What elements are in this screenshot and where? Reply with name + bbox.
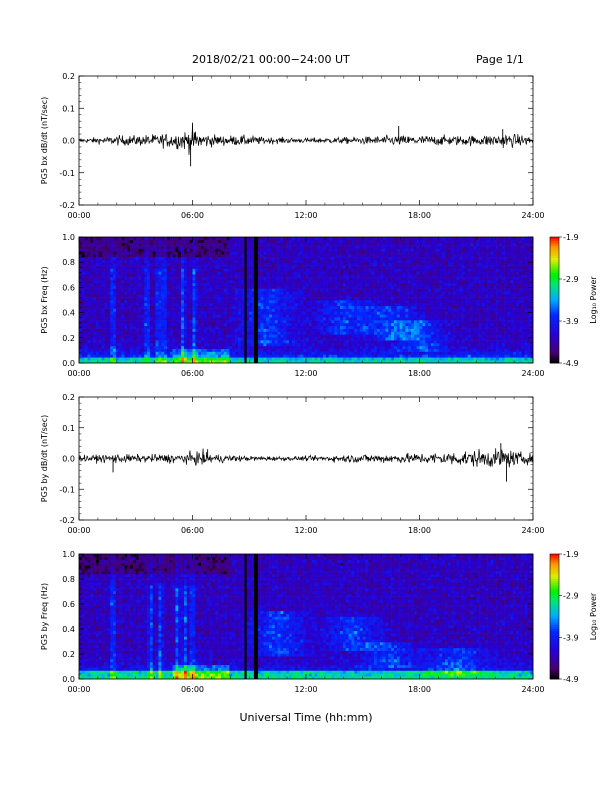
by-spectrogram-x-tick-label: 24:00 <box>521 685 544 694</box>
by-spectrogram-y-tick-label: 0.6 <box>62 600 75 609</box>
by-spectrogram-colorbar-tick-label: -4.9 <box>563 675 579 684</box>
bx-spectrogram-x-tick-label: 12:00 <box>294 369 317 378</box>
by-spectrogram-data-gap-0 <box>244 554 247 679</box>
bx-spectrogram-cells <box>79 237 534 364</box>
by-spectrogram-colorbar-tick-label: -1.9 <box>563 550 579 559</box>
bx-spectrogram-data-gap-2 <box>255 237 259 363</box>
by-spectrogram-x-tick-label: 06:00 <box>181 685 204 694</box>
bx-waveform-y-tick-label: -0.2 <box>59 201 75 210</box>
bx-waveform-trace <box>78 125 534 155</box>
bx-waveform-x-tick-label: 18:00 <box>408 211 431 220</box>
x-axis-title: Universal Time (hh:mm) <box>239 711 373 724</box>
bx-spectrogram-colorbar-tick-label: -2.9 <box>563 275 579 284</box>
bx-spectrogram-data-gap-0 <box>244 237 247 363</box>
by-waveform-x-tick-label: 24:00 <box>521 526 544 535</box>
bx-waveform-y-tick-label: 0.2 <box>62 72 75 81</box>
bx-spectrogram-y-axis-label: PG5 bx Freq (Hz) <box>40 266 49 333</box>
bx-spectrogram-y-tick-label: 0.8 <box>62 258 75 267</box>
bx-spectrogram-panel: -1.9 -2.9 -3.9 -4.9 Log₁₀ Power 0.0 0.2 0.4 0.6 0… <box>40 233 598 378</box>
bx-spectrogram-colorbar-tick-label: -3.9 <box>563 317 579 326</box>
bx-waveform-panel: -0.2 -0.1 0.0 0.1 0.2 00:00 06:00 12:00 18:00 24:… <box>40 72 545 220</box>
by-waveform-y-tick-label: -0.2 <box>59 516 75 525</box>
by-waveform-x-tick-label: 06:00 <box>181 526 204 535</box>
bx-waveform-y-tick-label: 0.1 <box>62 104 75 113</box>
by-spectrogram-x-tick-label: 00:00 <box>67 685 90 694</box>
plot-title: 2018/02/21 00:00−24:00 UT <box>192 53 350 66</box>
bx-waveform-y-axis-label: PG5 bx dB/dt (nT/sec) <box>40 97 49 184</box>
bx-waveform-x-tick-label: 00:00 <box>67 211 90 220</box>
by-spectrogram-colorbar-tick-label: -3.9 <box>563 633 579 642</box>
by-spectrogram-y-tick-label: 0.2 <box>62 650 75 659</box>
bx-spectrogram-colorbar-tick-label: -1.9 <box>563 233 579 242</box>
by-spectrogram-colorbar: -1.9 -2.9 -3.9 -4.9 Log₁₀ Power <box>549 550 598 684</box>
by-spectrogram-colorbar-label: Log₁₀ Power <box>589 592 598 640</box>
bx-spectrogram-data-gap-1 <box>253 237 257 363</box>
bx-spectrogram-y-tick-label: 0.0 <box>62 359 75 368</box>
by-spectrogram-y-axis-label: PG5 by Freq (Hz) <box>40 583 49 650</box>
by-spectrogram-cells <box>79 554 534 680</box>
by-waveform-x-tick-label: 18:00 <box>408 526 431 535</box>
by-spectrogram-y-tick-label: 0.8 <box>62 575 75 584</box>
by-waveform-x-tick-label: 12:00 <box>294 526 317 535</box>
by-spectrogram-y-tick-label: 0.4 <box>62 625 75 634</box>
by-spectrogram-x-tick-label: 18:00 <box>408 685 431 694</box>
bx-spectrogram-y-tick-label: 0.4 <box>62 309 75 318</box>
page-indicator: Page 1/1 <box>476 53 524 66</box>
bx-waveform-y-tick-label: 0.0 <box>62 137 75 146</box>
by-waveform-y-tick-label: -0.1 <box>59 485 75 494</box>
bx-spectrogram-x-tick-label: 24:00 <box>521 369 544 378</box>
by-spectrogram-colorbar-frame <box>549 553 560 680</box>
by-waveform-y-axis-label: PG5 by dB/dt (nT/sec) <box>40 415 49 502</box>
bx-waveform-x-tick-label: 12:00 <box>294 211 317 220</box>
by-spectrogram-y-tick-label: 1.0 <box>62 550 75 559</box>
bx-spectrogram-y-tick-label: 0.6 <box>62 283 75 292</box>
bx-spectrogram-colorbar-label: Log₁₀ Power <box>589 276 598 324</box>
by-spectrogram-colorbar-tick-label: -2.9 <box>563 592 579 601</box>
by-waveform-panel: -0.2 -0.1 0.0 0.1 0.2 00:00 06:00 12:00 18:00 24:… <box>40 393 545 535</box>
by-waveform-x-tick-label: 00:00 <box>67 526 90 535</box>
bx-spectrogram-y-tick-label: 1.0 <box>62 233 75 242</box>
bx-spectrogram-x-tick-label: 00:00 <box>67 369 90 378</box>
bx-waveform-x-tick-label: 06:00 <box>181 211 204 220</box>
by-waveform-y-tick-label: 0.1 <box>62 424 75 433</box>
by-spectrogram-y-tick-label: 0.0 <box>62 675 75 684</box>
by-spectrogram-data-gap-1 <box>253 554 257 679</box>
by-spectrogram-x-tick-label: 12:00 <box>294 685 317 694</box>
bx-spectrogram-colorbar: -1.9 -2.9 -3.9 -4.9 Log₁₀ Power <box>549 233 598 368</box>
by-waveform-trace <box>78 448 534 468</box>
bx-spectrogram-colorbar-frame <box>549 236 560 364</box>
by-spectrogram-panel: -1.9 -2.9 -3.9 -4.9 Log₁₀ Power 0.0 0.2 0.4 0.6 0… <box>40 550 598 694</box>
by-waveform-y-tick-label: 0.2 <box>62 393 75 402</box>
bx-spectrogram-y-tick-label: 0.2 <box>62 334 75 343</box>
bx-spectrogram-colorbar-tick-label: -4.9 <box>563 359 579 368</box>
bx-spectrogram-x-tick-label: 06:00 <box>181 369 204 378</box>
bx-waveform-x-tick-label: 24:00 <box>521 211 544 220</box>
by-spectrogram-data-gap-2 <box>255 554 259 679</box>
bx-waveform-y-tick-label: -0.1 <box>59 169 75 178</box>
bx-spectrogram-x-tick-label: 18:00 <box>408 369 431 378</box>
by-waveform-y-tick-label: 0.0 <box>62 455 75 464</box>
